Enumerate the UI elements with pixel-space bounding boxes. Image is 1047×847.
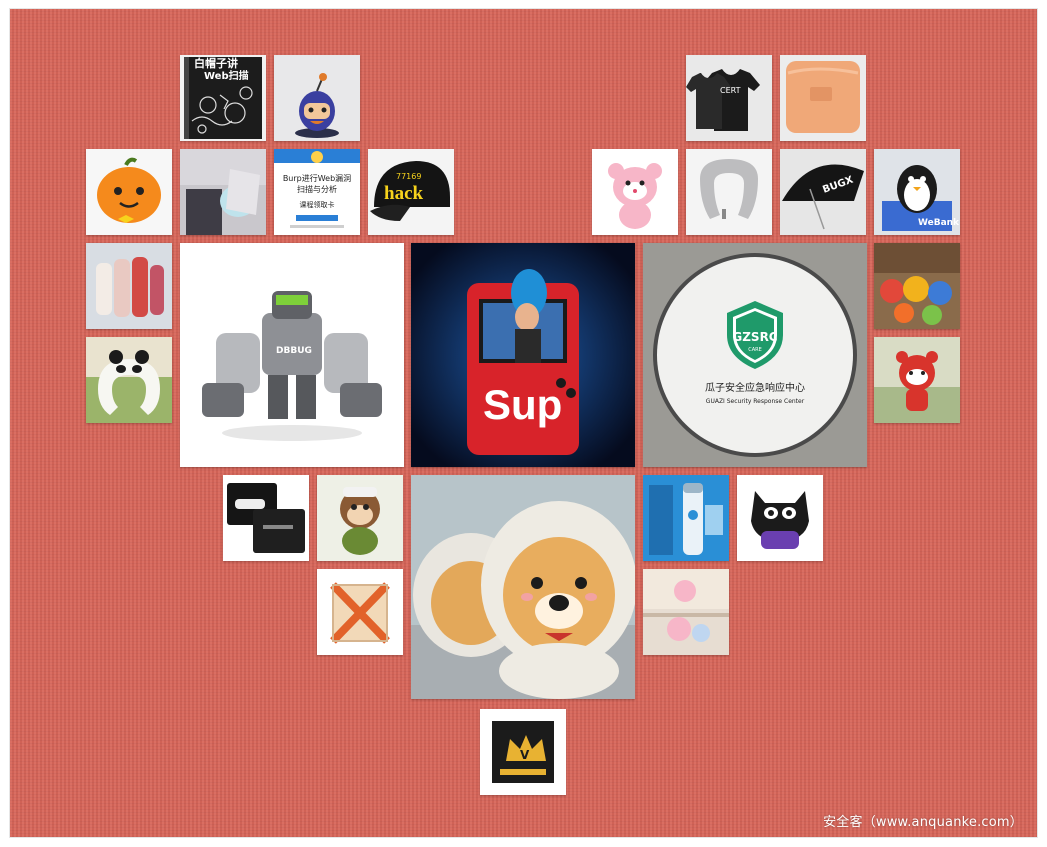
gzsrc-wireless-charger-photo: GZSRC CARE 瓜子安全应急响应中心 GUAZI Security Res… [643,243,867,467]
pumpkin-plush-photo [86,149,172,235]
pink-plush-photo [592,149,678,235]
knit-background: 白帽子讲 Web扫描 CERT [10,9,1037,837]
book-title-line1: 白帽子讲 [194,56,238,70]
wooden-puzzle-photo [317,569,403,655]
bugx-umbrella-photo: BUGX [780,149,866,235]
gzsrc-en-name: GUAZI Security Response Center [706,398,805,405]
burp-course-card-photo: Burp进行Web漏洞 扫描与分析 课程领取卡 [274,149,360,235]
sup-game-console-photo: Sup [411,243,635,467]
burp-card-line1: Burp进行Web漏洞 [283,173,351,183]
pink-bears-photo [643,569,729,655]
toy-figure-photo [274,55,360,141]
webank-penguin-photo: WeBank [874,149,960,235]
book-web-scanning-photo: 白帽子讲 Web扫描 [180,55,266,141]
hack-cap-photo: 77169 hack [368,149,454,235]
neck-pillow-box-photo [180,149,266,235]
cap-number: 77169 [396,172,421,181]
orange-pillow-photo [780,55,866,141]
gzsrc-cn-name: 瓜子安全应急响应中心 [705,381,805,394]
watermark-text: 安全客（www.anquanke.com） [823,815,1023,830]
webank-label: WeBank [918,218,960,228]
panda-neck-pillow-photo [86,337,172,423]
water-bottle-photo [643,475,729,561]
gzsrc-badge-text: GZSRC [732,330,777,344]
grey-neck-pillow-photo [686,149,772,235]
burp-card-line2: 扫描与分析 [297,184,337,194]
bear-plush-photo [411,475,635,699]
book-title-line2: Web扫描 [204,69,249,82]
tshirt-cert-label: CERT [720,86,741,95]
bugx-robot-toy-photo: DBBUG [180,243,404,467]
monkey-plush-photo [317,475,403,561]
gift-box-photo [223,475,309,561]
console-brand: Sup [483,381,562,428]
tmall-cat-plush-photo [737,475,823,561]
cap-hack-text: hack [384,183,424,204]
rice-cakes-photo [86,243,172,329]
iqiyi-crown-letter: V [520,748,530,762]
gzsrc-badge-sub: CARE [748,347,762,353]
plush-toys-display-photo [874,243,960,329]
cert-tshirts-photo: CERT [686,55,772,141]
burp-card-line3: 课程领取卡 [300,200,335,209]
iqiyi-vip-card-photo: V [480,709,566,795]
robot-label: DBBUG [276,346,312,356]
red-mascot-plush-photo [874,337,960,423]
